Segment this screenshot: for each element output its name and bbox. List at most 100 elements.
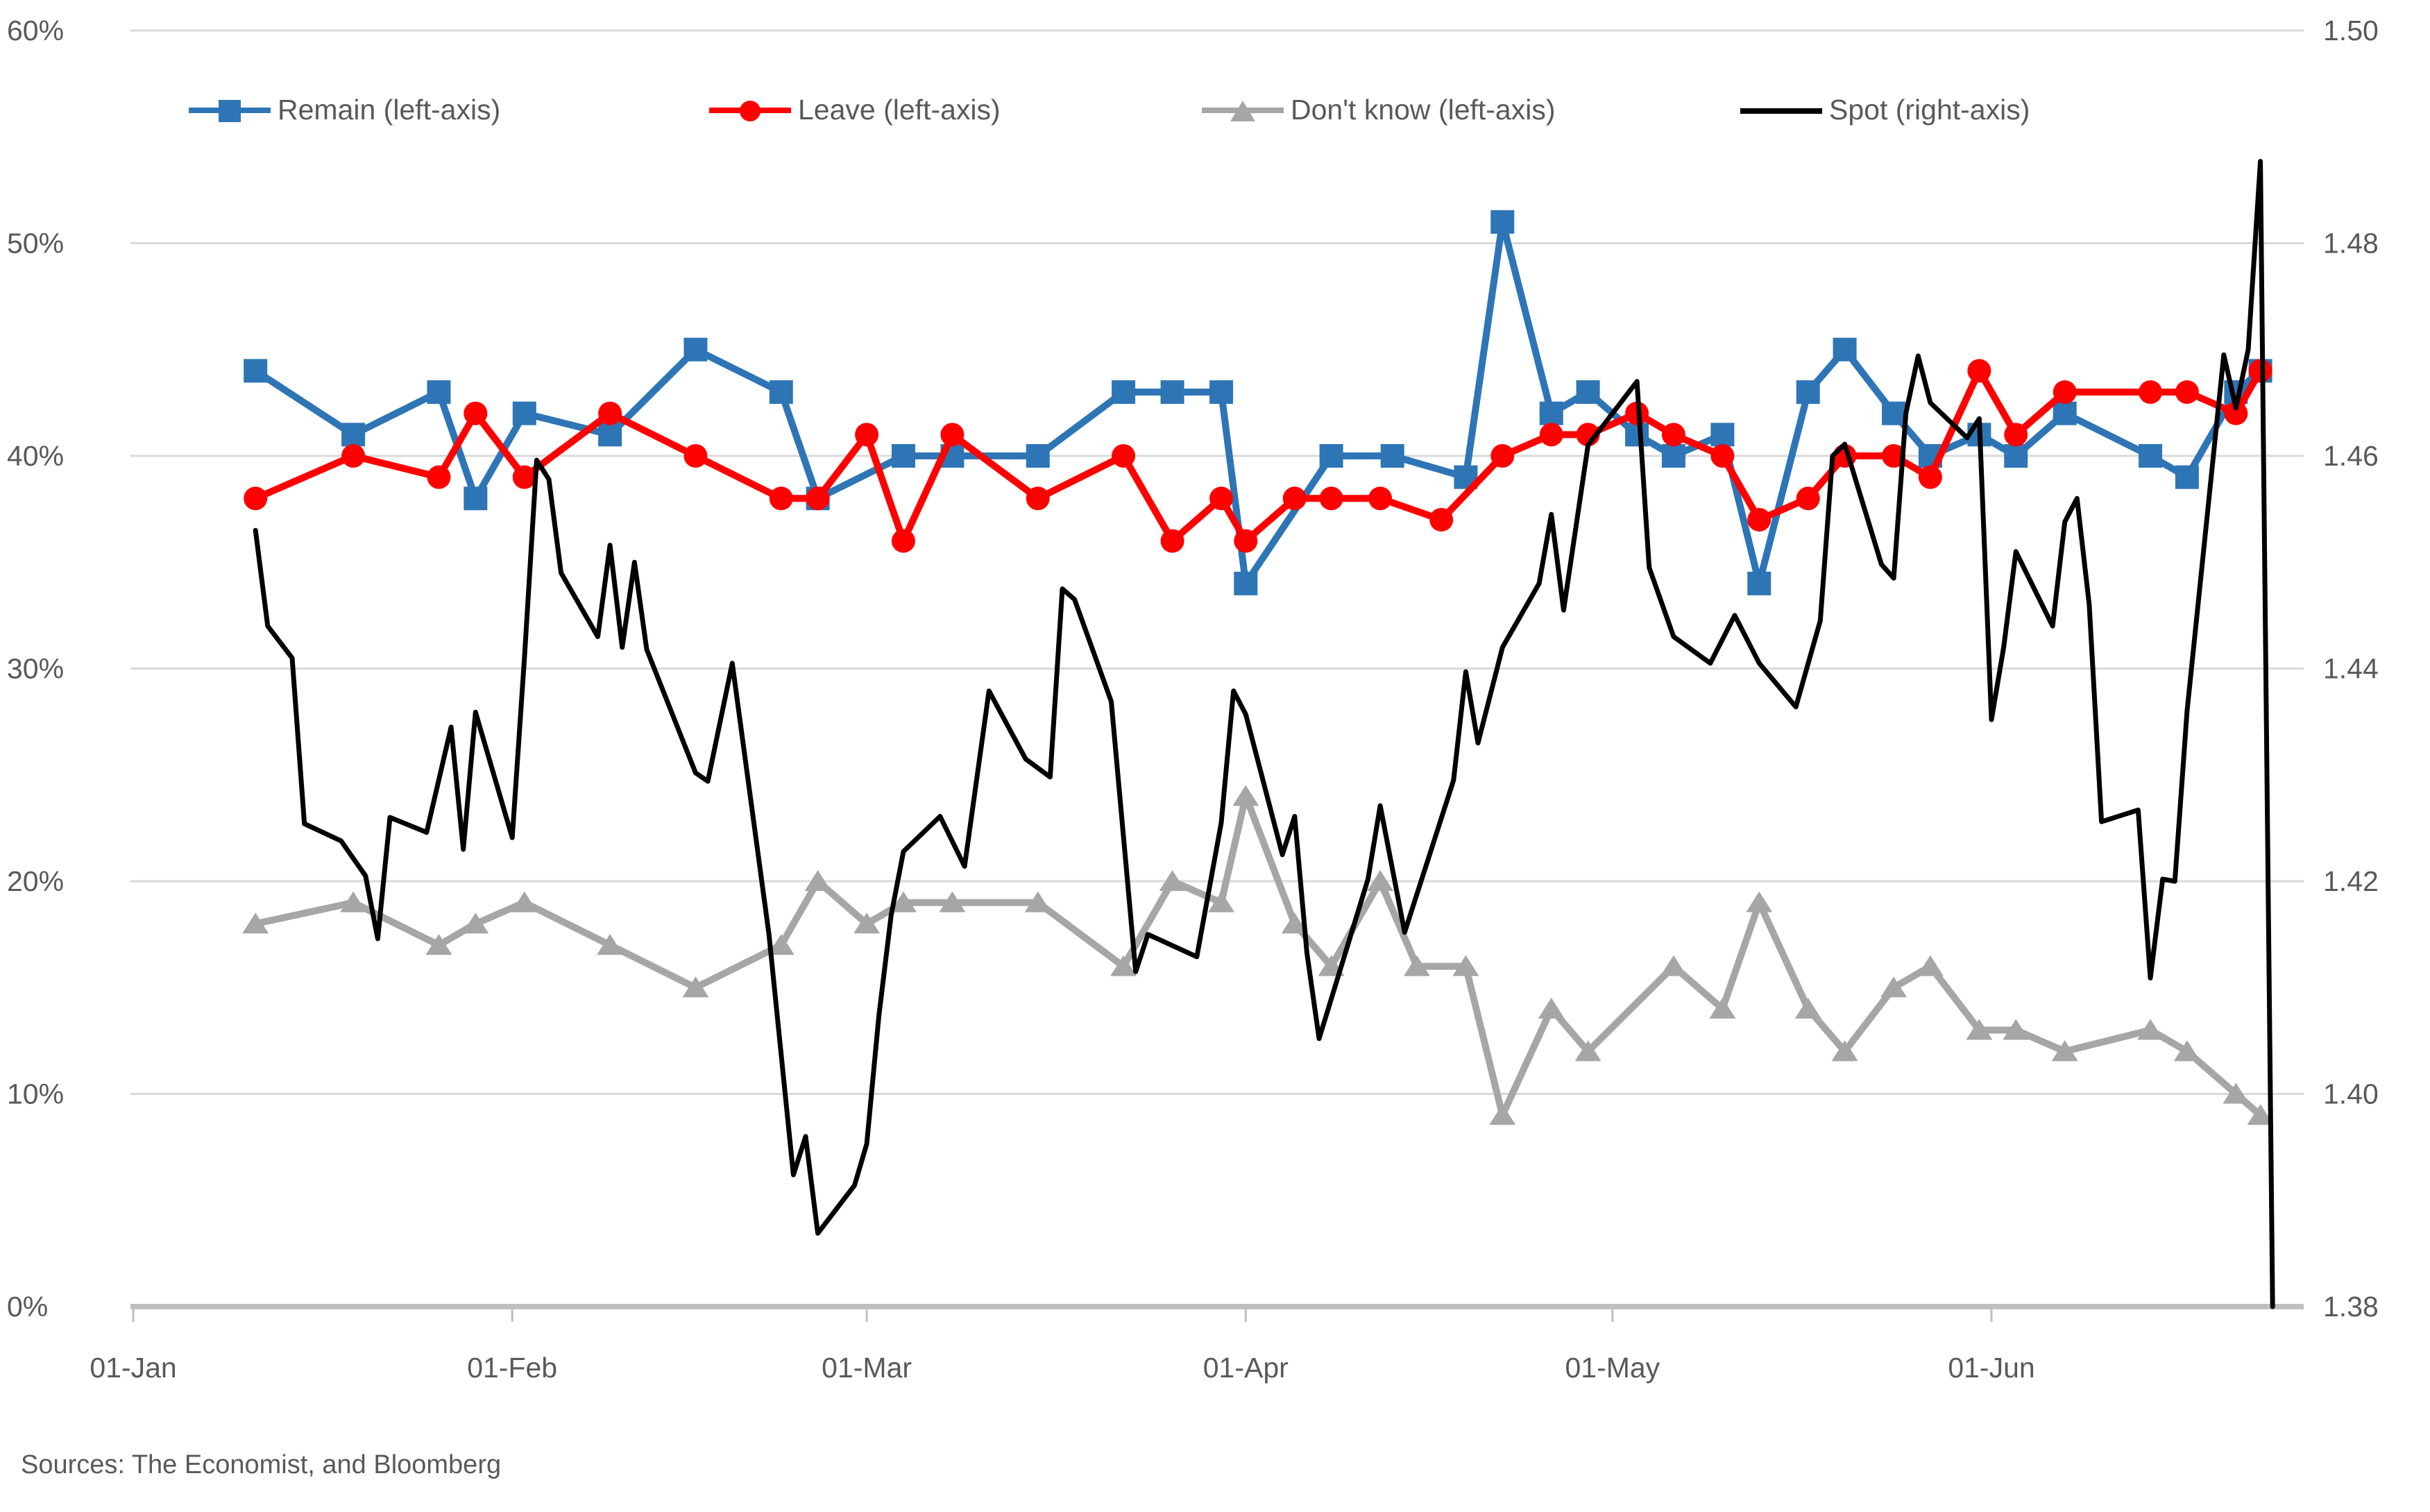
remain-left-axis-marker-icon: [1661, 444, 1685, 468]
don-t-know-left-axis-marker-icon: [1403, 955, 1430, 976]
remain-left-axis-marker-icon: [769, 380, 793, 405]
don-t-know-left-axis-marker-icon: [1281, 912, 1308, 934]
right-axis-tick-label: 1.50: [2323, 15, 2379, 46]
series-spot-right-axis: [253, 159, 2275, 1309]
remain-left-axis-marker-icon: [1625, 423, 1649, 447]
remain-left-axis-marker-icon: [1796, 380, 1820, 405]
remain-left-axis-marker-icon: [2139, 444, 2163, 468]
leave-left-axis-marker-icon: [1967, 359, 1991, 383]
x-axis: [130, 1304, 2304, 1322]
don-t-know-left-axis-marker-icon: [890, 891, 917, 912]
left-axis-tick-label: 0%: [7, 1291, 48, 1323]
legend-item-remain: Remain (left-axis): [189, 82, 500, 137]
don-t-know-left-axis-marker-icon: [1966, 1019, 1993, 1040]
remain-left-axis-marker-icon: [1747, 571, 1771, 595]
right-axis-tick-label: 1.40: [2323, 1078, 2379, 1110]
remain-left-axis-marker-icon: [1833, 337, 1857, 362]
remain-left-axis-marker-icon: [683, 337, 708, 362]
spot-legend-line: [1740, 108, 1822, 114]
don-t-know-left-axis-marker-icon: [939, 891, 966, 912]
leave-left-axis-marker-icon: [1661, 423, 1685, 447]
remain-left-axis-marker-icon: [464, 486, 488, 511]
right-axis-tick-label: 1.44: [2323, 653, 2379, 685]
leave-left-axis-marker-icon: [855, 423, 879, 447]
remain-left-axis-marker-icon: [1380, 444, 1404, 468]
don-t-know-left-axis-marker-icon: [1917, 955, 1944, 976]
leave-left-axis-marker-icon: [1209, 486, 1234, 511]
source-note: Sources: The Economist, and Bloomberg: [21, 1450, 502, 1479]
x-axis-tick-labels: 01-Jan 01-Feb 01-Mar 01-Apr 01-May 01-Jun: [90, 1352, 2034, 1384]
gridlines: [130, 29, 2304, 1095]
right-axis-tick-label: 1.48: [2323, 228, 2379, 260]
leave-left-axis-marker-icon: [1539, 423, 1563, 447]
x-tick-label: 01-Feb: [467, 1352, 557, 1384]
leave-left-axis-marker-icon: [512, 465, 536, 489]
leave-left-axis-marker-icon: [427, 465, 451, 489]
legend-label-remain: Remain (left-axis): [278, 93, 501, 126]
don-t-know-left-axis-marker-icon: [1489, 1104, 1516, 1125]
remain-legend-marker-icon: [219, 100, 241, 122]
remain-left-axis-marker-icon: [1160, 380, 1184, 405]
leave-left-axis-marker-icon: [2175, 380, 2199, 405]
don-t-know-left-axis-marker-icon: [1880, 976, 1908, 998]
don-t-know-left-axis-marker-icon: [1831, 1040, 1858, 1062]
don-t-know-left-axis-marker-icon: [1208, 891, 1235, 912]
don-t-know-left-axis-marker-icon: [1367, 870, 1394, 891]
chart-legend: Remain (left-axis) Leave (left-axis) Don…: [0, 82, 2430, 137]
x-tick-label: 01-Mar: [822, 1352, 912, 1384]
leave-left-axis-marker-icon: [1160, 529, 1184, 553]
remain-left-axis-marker-icon: [2053, 401, 2077, 425]
leave-left-axis-marker-icon: [598, 401, 622, 425]
remain-left-axis-marker-icon: [244, 359, 268, 383]
remain-left-axis-marker-icon: [1882, 401, 1906, 425]
don-t-know-left-axis-marker-icon: [462, 912, 489, 934]
x-tick-label: 01-Apr: [1203, 1352, 1289, 1384]
don-t-know-left-axis-marker-icon: [511, 891, 538, 912]
left-axis-tick-label: 50%: [7, 228, 64, 260]
leave-left-axis-marker-icon: [683, 444, 708, 468]
leave-left-axis-marker-icon: [1710, 444, 1735, 468]
don-t-know-left-axis-marker-icon: [597, 933, 624, 955]
legend-item-spot: Spot (right-axis): [1740, 82, 2030, 137]
x-tick-label: 01-Jun: [1948, 1352, 2034, 1384]
leave-left-axis-marker-icon: [244, 486, 268, 511]
leave-left-axis-marker-icon: [1234, 529, 1258, 553]
remain-left-axis-marker-icon: [1234, 571, 1258, 595]
leave-series-icon: [709, 82, 791, 137]
leave-left-axis-marker-icon: [464, 401, 488, 425]
dontknow-series-icon: [1202, 82, 1284, 137]
don-t-know-left-axis-marker-icon: [1574, 1040, 1601, 1062]
series-don-t-know-left-axis: [242, 785, 2274, 1125]
don-t-know-left-axis-marker-icon: [1110, 955, 1137, 976]
leave-left-axis-marker-icon: [1490, 444, 1515, 468]
leave-left-axis-marker-icon: [1319, 486, 1343, 511]
remain-left-axis-marker-icon: [1026, 444, 1050, 468]
remain-left-axis-marker-icon: [1209, 380, 1234, 405]
leave-legend-marker-icon: [740, 101, 761, 121]
right-axis-tick-label: 1.38: [2323, 1291, 2379, 1323]
don-t-know-left-axis-marker-icon: [853, 912, 881, 934]
leave-left-axis-marker-icon: [1882, 444, 1906, 468]
don-t-know-left-axis-marker-icon: [804, 870, 831, 891]
leave-left-axis-marker-icon: [1282, 486, 1307, 511]
don-t-know-left-axis-marker-icon: [1794, 997, 1821, 1019]
legend-label-spot: Spot (right-axis): [1829, 93, 2030, 126]
right-axis-tick-labels: 1.50 1.48 1.46 1.44 1.42 1.40 1.38: [2323, 15, 2379, 1323]
remain-left-axis-marker-icon: [512, 401, 536, 425]
leave-left-axis-marker-icon: [1112, 444, 1136, 468]
leave-left-axis-marker-icon: [1026, 486, 1050, 511]
right-axis-tick-label: 1.42: [2323, 865, 2379, 897]
don-t-know-left-axis-marker-icon: [1660, 955, 1687, 976]
legend-item-dontknow: Don't know (left-axis): [1202, 82, 1556, 137]
don-t-know-left-axis-marker-icon: [2137, 1019, 2164, 1040]
don-t-know-left-axis-marker-icon: [242, 912, 269, 934]
don-t-know-left-axis-marker-icon: [682, 976, 709, 998]
leave-left-axis-marker-icon: [1918, 465, 1942, 489]
x-tick-label: 01-May: [1565, 1352, 1660, 1384]
left-axis-tick-label: 30%: [7, 653, 64, 685]
don-t-know-left-axis-marker-icon: [1159, 870, 1186, 891]
leave-left-axis-marker-icon: [1747, 507, 1771, 532]
don-t-know-left-axis-marker-icon: [425, 933, 452, 955]
